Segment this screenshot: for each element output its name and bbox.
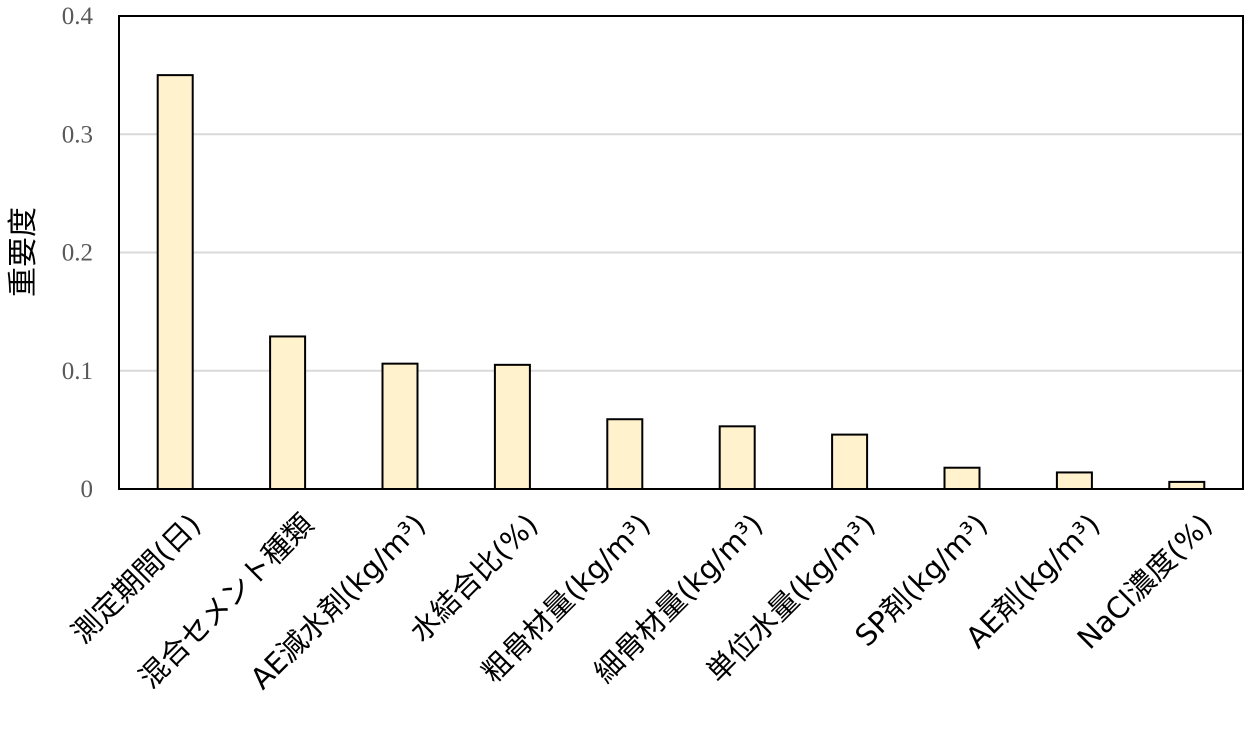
bar: [1055, 471, 1093, 491]
y-tick-label: 0.2: [62, 240, 93, 267]
plot-frame: [118, 15, 1244, 490]
y-axis-title: 重要度: [6, 207, 41, 297]
gridlines: [119, 133, 1243, 372]
y-tick-label: 0.3: [62, 121, 93, 148]
bar: [831, 433, 869, 491]
bar: [718, 425, 756, 491]
bar: [943, 466, 981, 490]
y-tick-labels: 0 0.1 0.2 0.3 0.4: [62, 3, 94, 503]
bar: [606, 418, 644, 491]
y-tick-label: 0.4: [62, 3, 94, 30]
bar: [493, 363, 531, 490]
bar: [381, 362, 419, 490]
x-tick-labels: 測定期間(日)混合セメント種類AE減水剤(kg/m³)水結合比(%)粗骨材量(k…: [65, 507, 1219, 696]
bar: [156, 74, 194, 490]
y-tick-label: 0: [81, 476, 94, 503]
bar: [269, 335, 307, 490]
bar: [1168, 480, 1206, 490]
y-tick-label: 0.1: [62, 358, 93, 385]
bars: [156, 74, 1206, 491]
